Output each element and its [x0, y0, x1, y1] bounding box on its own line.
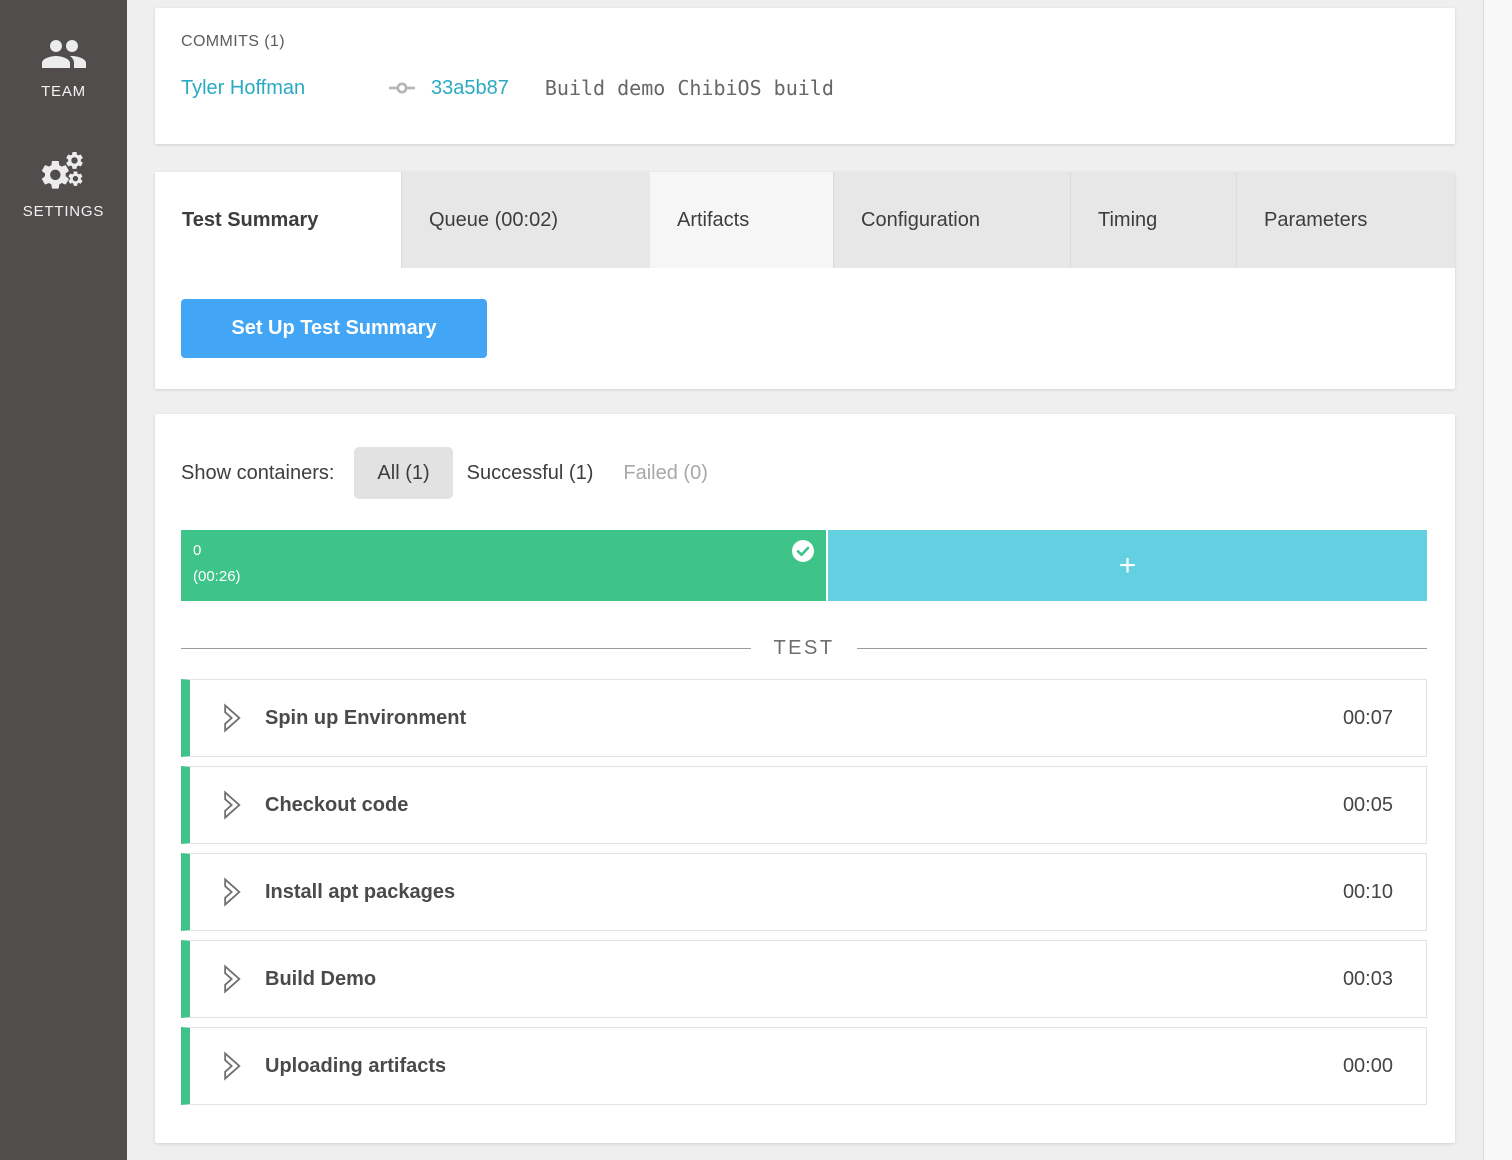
- divider-line: [856, 647, 1427, 649]
- plus-icon: +: [1118, 548, 1137, 582]
- expand-chevron-icon: [224, 791, 241, 819]
- tab-timing[interactable]: Timing: [1070, 172, 1236, 268]
- tab-label: Queue (00:02): [429, 208, 558, 231]
- tab-configuration[interactable]: Configuration: [833, 172, 1070, 268]
- step-row-install-apt-packages[interactable]: Install apt packages 00:10: [181, 853, 1427, 931]
- step-time: 00:03: [1342, 967, 1393, 990]
- step-name: Checkout code: [265, 793, 409, 816]
- filter-successful[interactable]: Successful (1): [466, 461, 594, 484]
- step-name: Uploading artifacts: [265, 1054, 447, 1077]
- step-row-spin-up-environment[interactable]: Spin up Environment 00:07: [181, 679, 1427, 757]
- tab-label: Parameters: [1264, 208, 1368, 231]
- step-time: 00:07: [1342, 706, 1393, 729]
- sidebar: TEAM SETTINGS: [0, 0, 127, 1160]
- tab-label: Artifacts: [677, 208, 750, 231]
- sidebar-item-team[interactable]: TEAM: [40, 32, 88, 100]
- commit-message: Build demo ChibiOS build: [544, 76, 834, 100]
- sidebar-item-label: SETTINGS: [22, 203, 105, 220]
- step-time: 00:05: [1342, 793, 1393, 816]
- add-container-button[interactable]: +: [828, 530, 1427, 601]
- step-row-build-demo[interactable]: Build Demo 00:03: [181, 940, 1427, 1018]
- team-icon: [41, 40, 86, 68]
- sidebar-item-settings[interactable]: SETTINGS: [23, 148, 104, 220]
- commits-header: COMMITS (1): [181, 33, 285, 50]
- main-content: COMMITS (1) Tyler Hoffman 33a5b87 Build …: [155, 0, 1455, 1143]
- commit-hash-link[interactable]: 33a5b87: [431, 76, 509, 99]
- step-name: Spin up Environment: [265, 706, 467, 729]
- tab-test-summary[interactable]: Test Summary: [155, 172, 401, 268]
- tab-bar: Test Summary Queue (00:02) Artifacts Con…: [155, 172, 1455, 268]
- commit-row: Tyler Hoffman 33a5b87 Build demo ChibiOS…: [181, 76, 1429, 100]
- divider-line: [181, 647, 752, 649]
- commit-author-link[interactable]: Tyler Hoffman: [181, 76, 306, 99]
- step-row-checkout-code[interactable]: Checkout code 00:05: [181, 766, 1427, 844]
- sidebar-item-label: TEAM: [41, 83, 86, 100]
- expand-chevron-icon: [224, 704, 241, 732]
- step-name: Install apt packages: [265, 880, 456, 903]
- test-summary-panel: Set Up Test Summary: [155, 268, 1455, 389]
- test-section-divider: TEST: [181, 634, 1427, 662]
- tab-artifacts[interactable]: Artifacts: [649, 172, 833, 268]
- step-time: 00:10: [1342, 880, 1393, 903]
- container-bars: 0 (00:26) +: [181, 530, 1427, 601]
- commits-card: COMMITS (1) Tyler Hoffman 33a5b87 Build …: [155, 8, 1455, 144]
- expand-chevron-icon: [224, 965, 241, 993]
- tab-label: Test Summary: [182, 208, 319, 231]
- success-check-icon: [791, 539, 815, 563]
- expand-chevron-icon: [224, 1052, 241, 1080]
- container-0-bar[interactable]: 0 (00:26): [181, 530, 826, 601]
- tab-parameters[interactable]: Parameters: [1236, 172, 1455, 268]
- container-index: 0: [193, 542, 202, 559]
- scrollbar[interactable]: [1483, 0, 1512, 1160]
- container-filters: Show containers: All (1) Successful (1) …: [181, 414, 1427, 499]
- tab-queue[interactable]: Queue (00:02): [401, 172, 649, 268]
- filter-all[interactable]: All (1): [354, 447, 453, 499]
- container-duration: (00:26): [193, 568, 241, 585]
- step-row-uploading-artifacts[interactable]: Uploading artifacts 00:00: [181, 1027, 1427, 1105]
- tab-label: Configuration: [861, 208, 980, 231]
- step-name: Build Demo: [265, 967, 377, 990]
- tab-label: Timing: [1098, 208, 1158, 231]
- show-containers-label: Show containers:: [181, 461, 335, 484]
- build-detail-card: Test Summary Queue (00:02) Artifacts Con…: [155, 172, 1455, 389]
- set-up-test-summary-button[interactable]: Set Up Test Summary: [181, 299, 487, 358]
- containers-card: Show containers: All (1) Successful (1) …: [155, 414, 1455, 1143]
- settings-icon: [42, 151, 84, 189]
- step-list: Spin up Environment 00:07 Checkout code …: [181, 679, 1427, 1105]
- git-commit-icon: [388, 82, 416, 94]
- step-time: 00:00: [1342, 1054, 1393, 1077]
- test-section-label: TEST: [773, 636, 835, 659]
- expand-chevron-icon: [224, 878, 241, 906]
- filter-failed[interactable]: Failed (0): [623, 461, 708, 484]
